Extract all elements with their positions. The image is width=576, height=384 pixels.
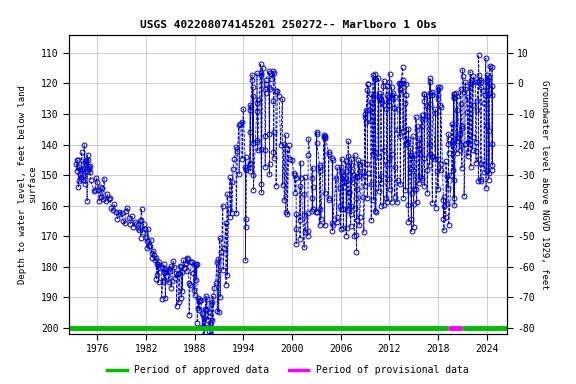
- Y-axis label: Groundwater level above NGVD 1929, feet: Groundwater level above NGVD 1929, feet: [540, 79, 550, 289]
- Title: USGS 402208074145201 250272-- Marlboro 1 Obs: USGS 402208074145201 250272-- Marlboro 1…: [139, 20, 437, 30]
- Legend: Period of approved data, Period of provisional data: Period of approved data, Period of provi…: [103, 361, 473, 379]
- Y-axis label: Depth to water level, feet below land
surface: Depth to water level, feet below land su…: [17, 85, 37, 284]
